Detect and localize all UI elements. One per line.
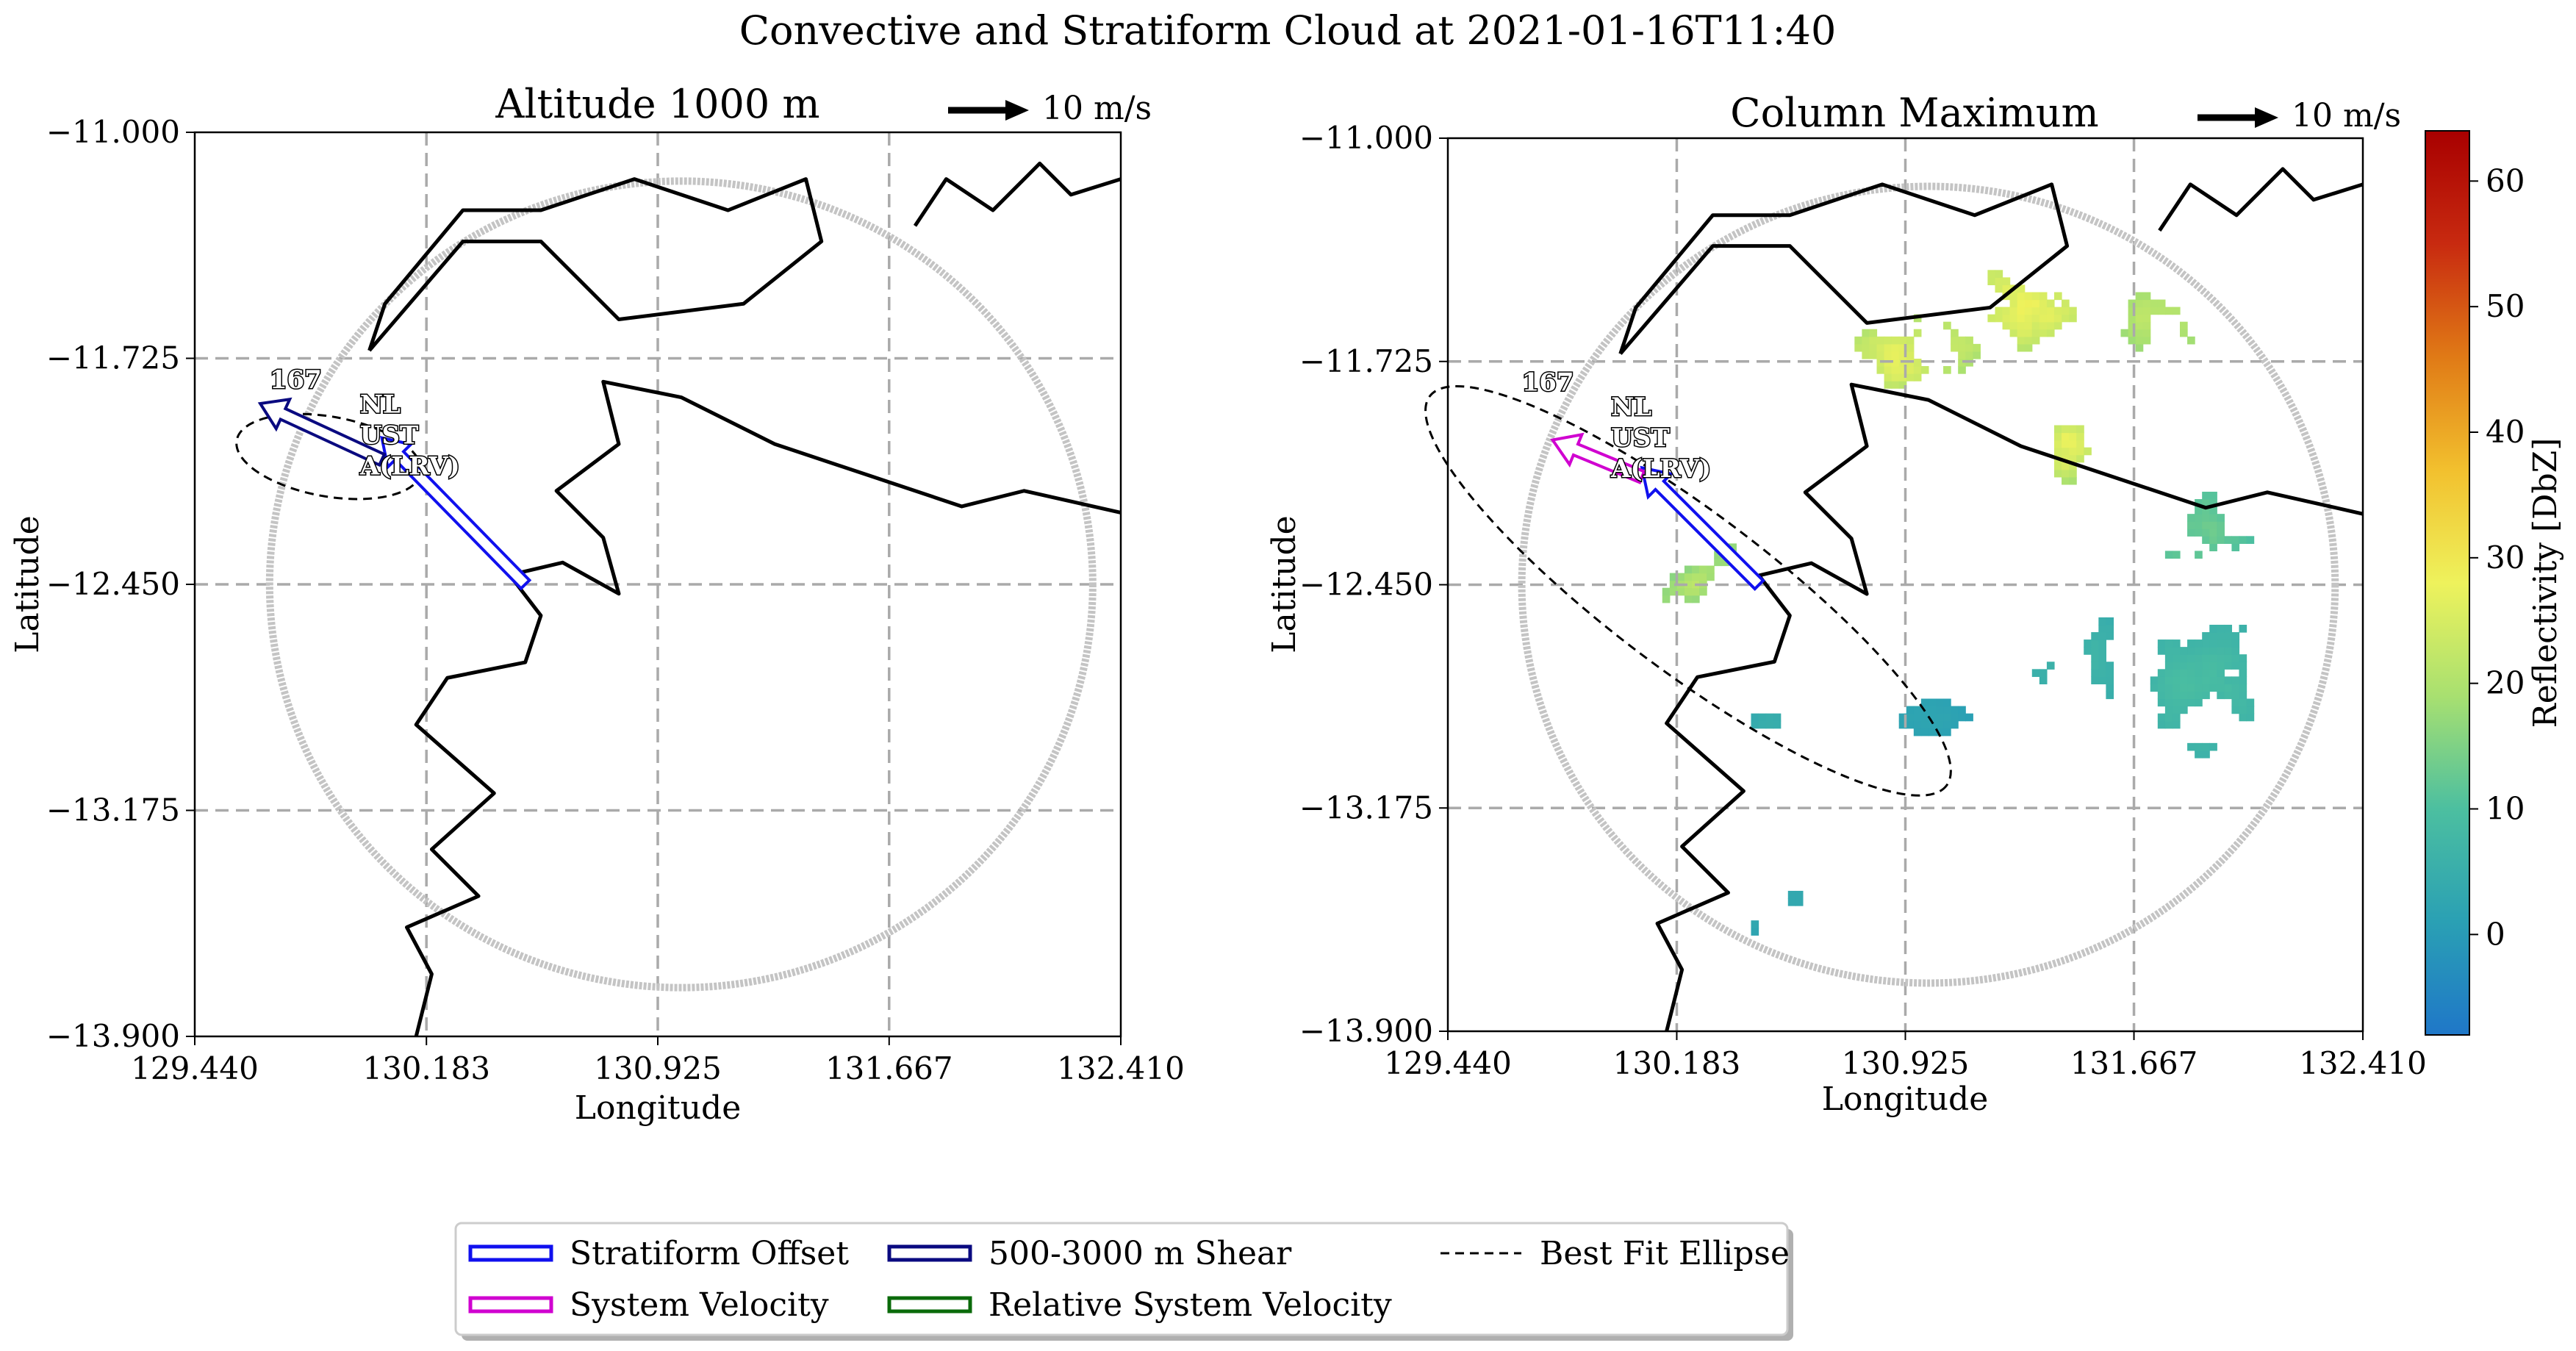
coastline (404, 379, 1122, 1037)
legend-swatch (887, 1296, 972, 1314)
radar-range-ring (1518, 182, 2339, 987)
cell-flag: A(LRV) (359, 452, 460, 481)
stratiform-offset-vector (1640, 465, 1765, 591)
y-tick-label: −13.175 (1299, 789, 1433, 825)
cell-label: 167 (1522, 368, 1574, 398)
colorbar: 0 10 20 30 40 50 60 Reflectivity [DbZ] (2425, 130, 2564, 1036)
x-axis-label: Longitude (1822, 1081, 1989, 1118)
cell-flag: NL (360, 390, 401, 420)
y-tick-label: −13.175 (46, 792, 180, 828)
y-tick-label: −11.000 (46, 114, 180, 150)
colorbar-tick-label: 60 (2486, 162, 2525, 198)
legend-label: Relative System Velocity (989, 1286, 1392, 1324)
y-tick-label: −13.900 (1299, 1013, 1433, 1049)
coastline (2158, 167, 2364, 232)
y-tick-label: −11.725 (46, 340, 180, 376)
legend-label: 500-3000 m Shear (989, 1235, 1292, 1272)
best-fit-ellipse (1424, 384, 1952, 797)
coastline (1618, 182, 2070, 355)
x-tick-label: 130.925 (594, 1050, 722, 1086)
legend: Stratiform Offset 500-3000 m Shear Best Fi… (454, 1222, 1793, 1341)
cell-flag: A(LRV) (1610, 454, 1711, 484)
y-axis-label: Latitude (9, 515, 46, 653)
legend-label: System Velocity (570, 1286, 829, 1324)
x-tick-label: 131.667 (825, 1050, 953, 1086)
colorbar-gradient (2425, 130, 2470, 1036)
legend-label: Best Fit Ellipse (1540, 1235, 1790, 1272)
y-tick-label: −12.450 (1299, 567, 1433, 603)
x-tick-label: 130.183 (1613, 1045, 1741, 1081)
stratiform-offset-vector (379, 436, 532, 591)
legend-label: Stratiform Offset (570, 1235, 849, 1272)
cell-flag: NL (1611, 393, 1651, 422)
legend-swatch (887, 1244, 972, 1262)
cell-flag: UST (1611, 423, 1670, 453)
x-tick-label: 130.925 (1842, 1045, 1970, 1081)
legend-swatch (468, 1244, 553, 1262)
x-tick-label: 132.410 (2299, 1045, 2427, 1081)
panel-title: Altitude 1000 m (495, 81, 819, 127)
colorbar-tick-label: 40 (2486, 414, 2525, 450)
y-tick-label: −11.000 (1299, 120, 1433, 156)
coastline (1655, 382, 2364, 1032)
x-tick-label: 129.440 (131, 1050, 259, 1086)
y-axis-label: Latitude (1266, 515, 1303, 653)
shear-vector (257, 397, 387, 467)
cell-label: 167 (270, 365, 322, 395)
radar-range-ring (265, 177, 1097, 992)
coastline (913, 161, 1122, 227)
vector-scale-label: 10 m/s (2292, 97, 2401, 135)
colorbar-tick-label: 20 (2486, 665, 2525, 701)
panel-title: Column Maximum (1730, 90, 2098, 136)
y-tick-label: −13.900 (46, 1018, 180, 1054)
vector-scale-label: 10 m/s (1042, 90, 1152, 127)
x-tick-label: 130.183 (362, 1050, 490, 1086)
y-tick-label: −11.725 (1299, 343, 1433, 379)
legend-swatch (468, 1296, 553, 1314)
y-tick-label: −12.450 (46, 566, 180, 602)
x-tick-label: 129.440 (1384, 1045, 1512, 1081)
colorbar-tick-label: 0 (2486, 916, 2505, 952)
legend-box (454, 1222, 1789, 1336)
system-velocity-vector (1550, 432, 1646, 484)
x-tick-label: 131.667 (2070, 1045, 2198, 1081)
coastline (367, 177, 824, 352)
figure-title: Convective and Stratiform Cloud at 2021-… (739, 7, 1837, 54)
colorbar-tick-label: 30 (2486, 540, 2525, 576)
vector-scale-key: 10 m/s (2198, 97, 2401, 135)
cell-flag: UST (360, 421, 419, 451)
colorbar-label: Reflectivity [DbZ] (2527, 438, 2564, 728)
x-tick-label: 132.410 (1057, 1050, 1185, 1086)
colorbar-tick-label: 50 (2486, 288, 2525, 324)
vector-scale-key: 10 m/s (948, 90, 1152, 127)
x-axis-label: Longitude (575, 1089, 742, 1127)
colorbar-tick-label: 10 (2486, 791, 2525, 827)
